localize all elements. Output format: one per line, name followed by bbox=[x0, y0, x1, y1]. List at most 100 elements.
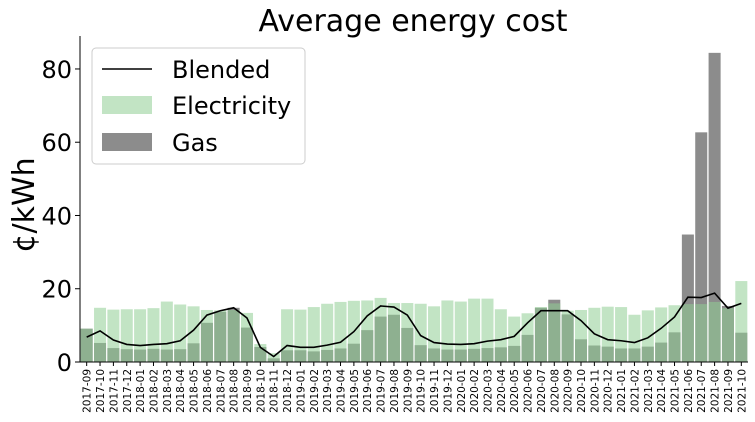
x-tick-label: 2020-11 bbox=[589, 369, 601, 413]
y-tick-label: 40 bbox=[41, 202, 72, 230]
chart-title: Average energy cost bbox=[258, 4, 567, 39]
x-tick-label: 2018-05 bbox=[189, 369, 201, 413]
electricity-bar bbox=[681, 304, 694, 362]
x-tick-label: 2020-02 bbox=[469, 369, 481, 413]
x-tick-label: 2021-04 bbox=[656, 369, 668, 413]
electricity-bar bbox=[107, 309, 120, 362]
legend-label: Blended bbox=[172, 56, 270, 84]
electricity-bar bbox=[281, 309, 294, 362]
electricity-bar bbox=[481, 298, 494, 362]
x-tick-label: 2020-09 bbox=[563, 369, 575, 413]
electricity-bar bbox=[374, 297, 387, 362]
x-tick-label: 2018-12 bbox=[282, 369, 294, 413]
electricity-bar bbox=[334, 301, 347, 362]
x-tick-label: 2020-07 bbox=[536, 369, 548, 413]
x-tick-label: 2019-05 bbox=[349, 369, 361, 413]
electricity-bar bbox=[534, 307, 547, 362]
electricity-bar bbox=[668, 305, 681, 362]
electricity-bar bbox=[601, 306, 614, 362]
electricity-bar bbox=[240, 312, 254, 362]
x-tick-label: 2019-03 bbox=[322, 369, 334, 413]
electricity-bar bbox=[548, 303, 561, 362]
x-tick-label: 2018-01 bbox=[135, 369, 147, 413]
x-tick-label: 2018-06 bbox=[202, 369, 214, 413]
x-tick-label: 2019-09 bbox=[402, 369, 414, 413]
axes bbox=[79, 36, 748, 363]
y-tick-label: 20 bbox=[41, 276, 72, 304]
electricity-bar bbox=[615, 307, 628, 362]
electricity-bar bbox=[147, 308, 160, 362]
electricity-bar bbox=[80, 328, 93, 362]
x-tick-label: 2019-10 bbox=[416, 369, 428, 413]
electricity-bar bbox=[414, 303, 427, 362]
electricity-bar bbox=[214, 310, 227, 362]
y-ticks: 0 20 40 60 80 bbox=[41, 56, 80, 377]
x-tick-label: 2019-12 bbox=[442, 369, 454, 413]
x-ticks: 2017-09 2017-10 2017-11 2017-12 2018-01 2018-… bbox=[82, 362, 748, 413]
x-tick-label: 2018-11 bbox=[269, 369, 281, 413]
electricity-bar bbox=[307, 307, 320, 362]
electricity-bar bbox=[508, 316, 521, 362]
electricity-bar bbox=[294, 309, 307, 362]
x-tick-label: 2017-10 bbox=[95, 369, 107, 413]
x-tick-label: 2021-03 bbox=[643, 369, 655, 413]
blended-line bbox=[86, 292, 742, 358]
x-tick-label: 2021-02 bbox=[629, 369, 641, 413]
x-tick-label: 2018-10 bbox=[255, 369, 267, 413]
x-tick-label: 2020-10 bbox=[576, 369, 588, 413]
electricity-bar bbox=[695, 304, 708, 362]
x-tick-label: 2019-02 bbox=[309, 369, 321, 413]
x-tick-label: 2021-06 bbox=[683, 369, 695, 413]
legend-color-swatch bbox=[102, 133, 152, 151]
x-tick-label: 2017-11 bbox=[108, 369, 120, 413]
x-tick-label: 2021-07 bbox=[696, 369, 708, 413]
electricity-bar bbox=[428, 306, 441, 362]
x-tick-label: 2019-11 bbox=[429, 369, 441, 413]
electricity-bar bbox=[735, 281, 748, 362]
x-tick-label: 2021-05 bbox=[670, 369, 682, 413]
electricity-bar bbox=[721, 308, 734, 362]
x-tick-label: 2020-03 bbox=[482, 369, 494, 413]
y-axis-label: ¢/kWh bbox=[7, 157, 42, 252]
electricity-bar bbox=[401, 303, 414, 362]
legend-color-swatch bbox=[102, 96, 152, 114]
electricity-bar bbox=[641, 310, 654, 362]
x-tick-label: 2020-12 bbox=[603, 369, 615, 413]
x-tick-label: 2018-04 bbox=[175, 369, 187, 413]
x-tick-label: 2018-02 bbox=[148, 369, 160, 413]
electricity-bar bbox=[200, 309, 213, 362]
electricity-bar bbox=[655, 307, 668, 362]
electricity-bar bbox=[134, 309, 147, 362]
electricity-bar bbox=[267, 353, 280, 362]
electricity-bar bbox=[588, 307, 601, 362]
electricity-bar bbox=[160, 301, 173, 362]
electricity-bar bbox=[174, 304, 187, 362]
electricity-bar bbox=[494, 309, 507, 362]
legend-label: Electricity bbox=[172, 92, 291, 120]
electricity-bars bbox=[80, 281, 748, 362]
electricity-bar bbox=[454, 301, 467, 362]
x-tick-label: 2020-01 bbox=[456, 369, 468, 413]
y-tick-label: 80 bbox=[41, 56, 72, 84]
x-tick-label: 2020-04 bbox=[496, 369, 508, 413]
x-tick-label: 2020-08 bbox=[549, 369, 561, 413]
electricity-bar bbox=[441, 300, 454, 362]
electricity-bar bbox=[361, 300, 374, 362]
x-tick-label: 2018-03 bbox=[162, 369, 174, 413]
x-tick-label: 2017-09 bbox=[82, 369, 94, 413]
x-tick-label: 2017-12 bbox=[122, 369, 134, 413]
y-tick-label: 0 bbox=[57, 349, 72, 377]
x-tick-label: 2021-08 bbox=[710, 369, 722, 413]
x-tick-label: 2018-07 bbox=[215, 369, 227, 413]
electricity-bar bbox=[521, 313, 534, 362]
x-tick-label: 2019-08 bbox=[389, 369, 401, 413]
y-tick-label: 60 bbox=[41, 129, 72, 157]
x-tick-label: 2018-09 bbox=[242, 369, 254, 413]
x-tick-label: 2021-09 bbox=[723, 369, 735, 413]
x-tick-label: 2019-01 bbox=[295, 369, 307, 413]
x-tick-label: 2019-04 bbox=[336, 369, 348, 413]
legend-label: Gas bbox=[172, 129, 218, 157]
gas-bar bbox=[708, 52, 721, 363]
